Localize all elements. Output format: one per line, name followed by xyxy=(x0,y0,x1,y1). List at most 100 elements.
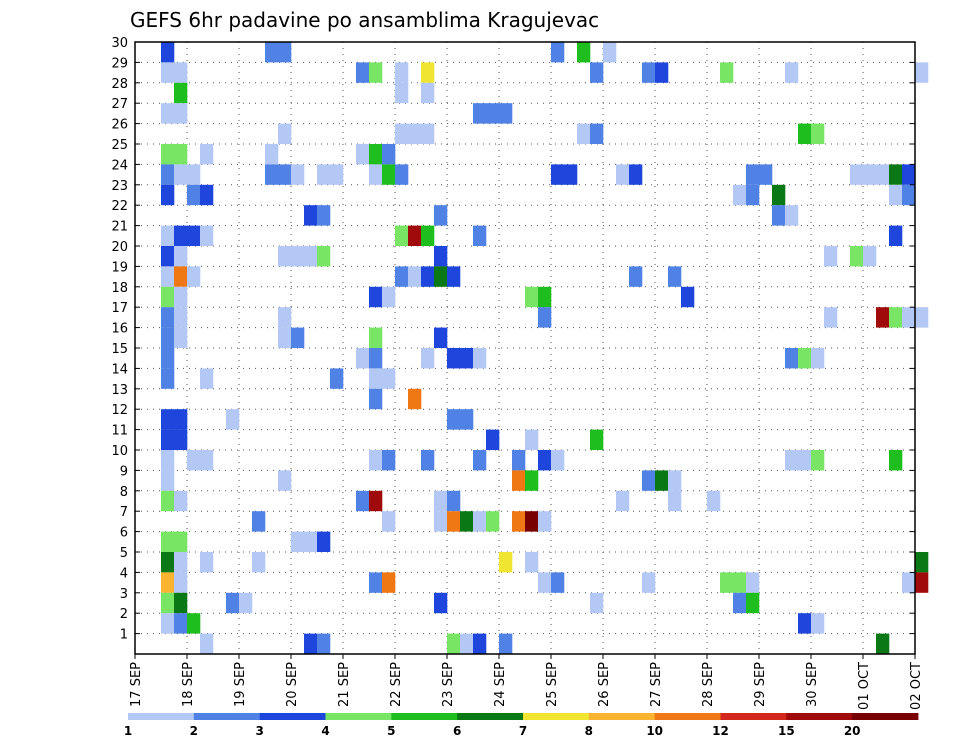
precip-cell xyxy=(772,184,786,206)
y-tick-label: 17 xyxy=(111,301,128,316)
precip-cell xyxy=(278,123,292,144)
precip-cell xyxy=(447,633,461,654)
precip-cell xyxy=(187,613,201,634)
y-tick-label: 9 xyxy=(120,464,128,479)
y-tick-label: 12 xyxy=(111,403,128,418)
precip-cell xyxy=(460,348,474,369)
precip-cell xyxy=(200,552,214,573)
precip-cell xyxy=(538,307,552,328)
precip-cell xyxy=(642,572,656,593)
x-tick-label: 17 SEP xyxy=(129,662,144,707)
precip-cell xyxy=(369,490,383,512)
precip-cell xyxy=(200,184,214,206)
precip-cell xyxy=(577,42,591,63)
precip-cell xyxy=(642,470,656,491)
precip-cell xyxy=(200,368,214,389)
precip-cell xyxy=(369,164,383,185)
precip-cell xyxy=(538,450,552,471)
precip-cell xyxy=(590,123,604,144)
precip-cell xyxy=(265,42,279,63)
x-tick-label: 22 SEP xyxy=(389,662,404,707)
legend-label: 10 xyxy=(646,724,663,738)
legend-label: 7 xyxy=(519,724,527,738)
x-tick-label: 18 SEP xyxy=(181,662,196,707)
precip-cell xyxy=(200,225,214,246)
precip-cell xyxy=(395,266,409,287)
precip-cell xyxy=(408,266,422,287)
precip-cell xyxy=(681,286,695,308)
precip-cell xyxy=(369,368,383,389)
color-legend: 1 2 3 4 5 6 7 8 10 12 15 20 xyxy=(124,713,919,738)
x-tick-label: 24 SEP xyxy=(493,662,508,707)
precip-cell xyxy=(512,470,526,491)
precip-cell xyxy=(161,62,175,83)
precip-cell xyxy=(408,225,422,246)
precip-cell xyxy=(382,572,396,593)
legend-swatch xyxy=(852,713,919,720)
precip-cell xyxy=(421,225,435,246)
y-tick-label: 6 xyxy=(120,526,128,541)
precip-cell xyxy=(564,164,578,185)
y-tick-label: 3 xyxy=(120,587,128,602)
y-tick-label: 4 xyxy=(120,566,128,581)
precip-cell xyxy=(174,286,188,308)
precip-cell xyxy=(499,552,513,573)
x-tick-label: 02 OCT xyxy=(909,662,924,710)
precip-cell xyxy=(629,164,643,185)
precip-cell xyxy=(434,266,448,287)
precip-cell xyxy=(746,164,760,185)
precip-cell xyxy=(161,164,175,185)
precip-cell xyxy=(525,286,539,308)
precip-cell xyxy=(330,368,344,389)
legend-swatch xyxy=(786,713,853,720)
precip-cell xyxy=(252,552,266,573)
precip-cell xyxy=(161,613,175,634)
precip-cell xyxy=(291,164,305,185)
precip-cell xyxy=(538,511,552,532)
y-tick-label: 14 xyxy=(111,362,128,377)
precip-cell xyxy=(577,123,591,144)
legend-swatch xyxy=(523,713,590,720)
precip-cell xyxy=(278,307,292,328)
y-tick-label: 13 xyxy=(111,383,128,398)
precip-cell xyxy=(174,531,188,552)
precip-cell xyxy=(369,62,383,83)
precip-cell xyxy=(668,490,682,512)
precip-cell xyxy=(512,450,526,471)
precip-cell xyxy=(434,490,448,512)
legend-swatch xyxy=(654,713,721,720)
precip-cell xyxy=(356,144,370,165)
precip-cell xyxy=(421,450,435,471)
precip-cell xyxy=(915,552,929,573)
precip-cell xyxy=(889,307,903,328)
legend-swatch xyxy=(325,713,392,720)
precip-cell xyxy=(434,327,448,348)
y-tick-label: 1 xyxy=(120,628,128,643)
y-tick-label: 24 xyxy=(111,158,128,173)
precip-cell xyxy=(278,42,292,63)
precip-cell xyxy=(733,572,747,593)
y-tick-label: 27 xyxy=(111,97,128,112)
precip-cell xyxy=(369,286,383,308)
precip-cell xyxy=(304,531,318,552)
precip-cell xyxy=(902,572,916,593)
precip-cell xyxy=(473,633,487,654)
precip-cell xyxy=(395,82,409,104)
precip-cell xyxy=(447,409,461,430)
precip-cell xyxy=(395,123,409,144)
precip-cell xyxy=(161,225,175,246)
precip-cell xyxy=(798,123,812,144)
legend-swatch xyxy=(588,713,656,720)
precip-cell xyxy=(876,307,890,328)
y-tick-label: 23 xyxy=(111,179,128,194)
y-tick-label: 15 xyxy=(111,342,128,357)
precip-cell xyxy=(330,164,344,185)
y-tick-label: 19 xyxy=(111,260,128,275)
precip-cell xyxy=(616,490,630,512)
precip-cell xyxy=(447,348,461,369)
precip-cell xyxy=(434,246,448,267)
precip-cell xyxy=(889,184,903,206)
precip-cell xyxy=(733,184,747,206)
precip-cell xyxy=(473,511,487,532)
precip-cell xyxy=(161,572,175,593)
